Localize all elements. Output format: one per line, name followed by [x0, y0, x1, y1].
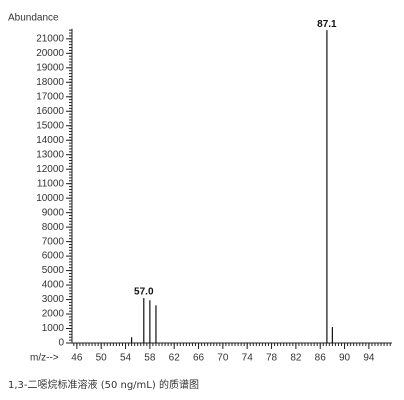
x-tick-label: 66 [193, 353, 205, 364]
y-tick-label: 19000 [36, 62, 64, 73]
x-tick-label: 62 [169, 353, 181, 364]
x-tick-label: 78 [266, 353, 278, 364]
y-tick-label: 18000 [36, 77, 64, 88]
x-tick-label: 46 [71, 353, 83, 364]
x-tick-label: 90 [339, 353, 351, 364]
y-tick-label: 11000 [37, 178, 65, 189]
y-tick-label: 7000 [42, 236, 65, 247]
x-tick-label: 74 [242, 353, 254, 364]
x-tick-label: 50 [96, 353, 108, 364]
y-tick-label: 6000 [42, 251, 65, 262]
y-tick-label: 9000 [42, 207, 65, 218]
x-tick-label: 58 [144, 353, 156, 364]
y-tick-label: 2000 [42, 309, 65, 320]
peak-label: 87.1 [317, 19, 337, 30]
x-tick-label: 70 [217, 353, 229, 364]
y-tick-label: 3000 [42, 294, 65, 305]
y-tick-label: 17000 [36, 91, 64, 102]
y-tick-label: 16000 [36, 106, 64, 117]
y-tick-label: 10000 [36, 193, 64, 204]
y-tick-label: 15000 [36, 120, 64, 131]
y-tick-label: 1000 [42, 323, 65, 334]
y-tick-label: 14000 [36, 135, 64, 146]
y-tick-label: 13000 [36, 149, 64, 160]
x-tick-label: 94 [363, 353, 375, 364]
x-tick-label: 86 [315, 353, 327, 364]
y-axis-label: Abundance [8, 13, 59, 24]
y-tick-label: 21000 [36, 33, 64, 44]
y-tick-label: 4000 [42, 280, 65, 291]
x-axis-label: m/z--> [30, 353, 59, 364]
x-tick-label: 82 [290, 353, 302, 364]
y-tick-label: 8000 [42, 222, 65, 233]
caption: 1,3-二噁烷标准溶液 (50 ng/mL) 的质谱图 [8, 378, 199, 391]
x-tick-label: 54 [120, 353, 132, 364]
y-tick-label: 0 [58, 338, 64, 349]
y-tick-label: 20000 [36, 48, 64, 59]
y-tick-label: 12000 [36, 164, 64, 175]
peak-label: 57.0 [134, 287, 154, 298]
y-tick-label: 5000 [42, 265, 65, 276]
